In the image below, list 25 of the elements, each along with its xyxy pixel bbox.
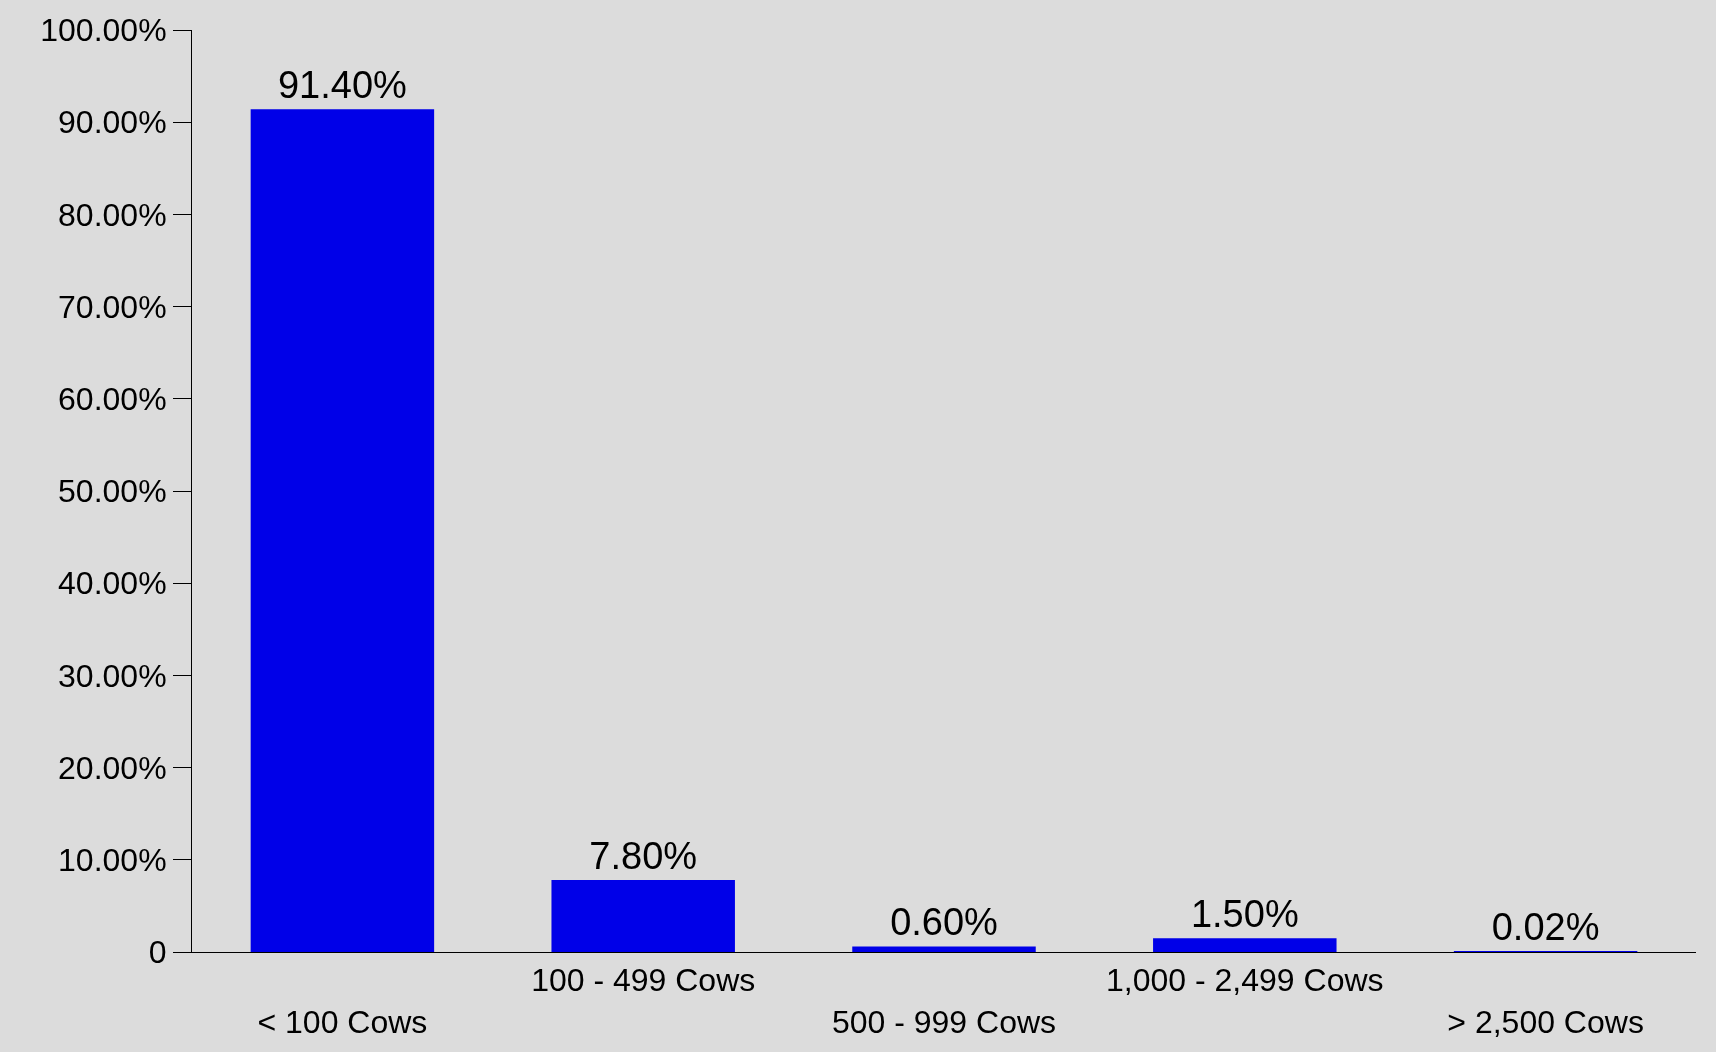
- data-label: 7.80%: [589, 835, 698, 878]
- data-label: 1.50%: [1190, 893, 1299, 936]
- y-tick-label: 20.00%: [58, 749, 167, 786]
- x-tick-label: 1,000 - 2,499 Cows: [1106, 962, 1384, 999]
- bar: [1153, 938, 1337, 952]
- y-tick-label: 0: [148, 934, 167, 971]
- bar: [551, 880, 735, 952]
- y-tick-label: 100.00%: [40, 12, 167, 49]
- data-label: 0.60%: [890, 901, 998, 944]
- y-tick-label: 90.00%: [58, 104, 167, 141]
- bar: [250, 109, 435, 952]
- y-tick-label: 60.00%: [58, 381, 167, 417]
- y-tick-label: 40.00%: [58, 565, 167, 602]
- data-label: 0.02%: [1491, 906, 1600, 948]
- data-label: 91.40%: [277, 64, 407, 107]
- x-tick-label: > 2,500 Cows: [1447, 1004, 1644, 1040]
- y-tick-label: 50.00%: [58, 473, 167, 510]
- x-tick-label: < 100 Cows: [257, 1004, 428, 1040]
- y-tick-label: 80.00%: [58, 196, 167, 233]
- y-tick-label: 70.00%: [58, 288, 167, 325]
- y-tick-label: 30.00%: [58, 657, 167, 694]
- x-tick-label: 100 - 499 Cows: [531, 962, 756, 999]
- y-tick-label: 10.00%: [58, 842, 167, 878]
- x-tick-label: 500 - 999 Cows: [831, 1004, 1057, 1040]
- bar: [852, 946, 1036, 952]
